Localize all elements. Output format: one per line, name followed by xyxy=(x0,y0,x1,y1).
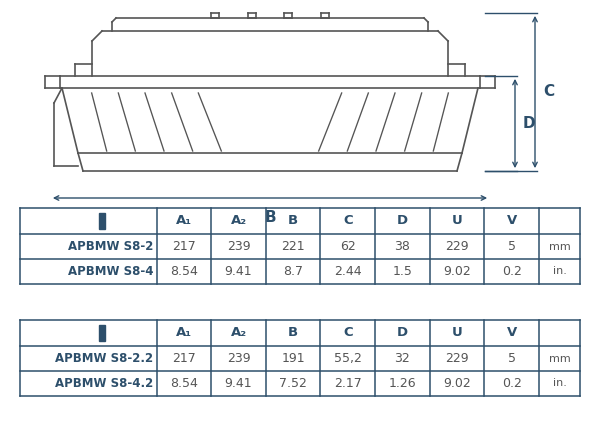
Text: D: D xyxy=(397,215,408,227)
Text: 7.52: 7.52 xyxy=(279,377,307,390)
Text: 239: 239 xyxy=(227,240,250,253)
Text: 9.41: 9.41 xyxy=(225,377,253,390)
Text: V: V xyxy=(506,326,517,339)
Text: 1.26: 1.26 xyxy=(389,377,416,390)
Text: 239: 239 xyxy=(227,352,250,365)
Text: 191: 191 xyxy=(281,352,305,365)
Text: 221: 221 xyxy=(281,240,305,253)
Text: APBMW S8-2.2: APBMW S8-2.2 xyxy=(55,352,154,365)
Text: in.: in. xyxy=(553,379,566,388)
Text: A₂: A₂ xyxy=(230,215,247,227)
Text: 217: 217 xyxy=(172,240,196,253)
Text: mm: mm xyxy=(548,354,571,363)
Text: C: C xyxy=(343,215,353,227)
Text: 9.41: 9.41 xyxy=(225,265,253,278)
Text: A₁: A₁ xyxy=(176,215,192,227)
Text: 32: 32 xyxy=(395,352,410,365)
Text: D: D xyxy=(397,326,408,339)
Text: 217: 217 xyxy=(172,352,196,365)
Text: A₁: A₁ xyxy=(176,326,192,339)
Text: B: B xyxy=(288,215,298,227)
Text: 62: 62 xyxy=(340,240,356,253)
Bar xyxy=(99,325,105,342)
Bar xyxy=(99,213,105,229)
Text: B: B xyxy=(288,326,298,339)
Text: U: U xyxy=(452,326,463,339)
Text: 2.44: 2.44 xyxy=(334,265,362,278)
Text: 5: 5 xyxy=(508,240,516,253)
Text: 5: 5 xyxy=(508,352,516,365)
Text: 0.2: 0.2 xyxy=(502,377,521,390)
Text: 9.02: 9.02 xyxy=(443,265,471,278)
Text: 38: 38 xyxy=(395,240,410,253)
Text: A₂: A₂ xyxy=(230,326,247,339)
Text: C: C xyxy=(543,84,554,99)
Text: 8.7: 8.7 xyxy=(283,265,303,278)
Text: APBMW S8-4: APBMW S8-4 xyxy=(68,265,154,278)
Text: 55,2: 55,2 xyxy=(334,352,362,365)
Text: D: D xyxy=(523,116,536,131)
Text: C: C xyxy=(343,326,353,339)
Text: 0.2: 0.2 xyxy=(502,265,521,278)
Text: 1.5: 1.5 xyxy=(392,265,412,278)
Text: V: V xyxy=(506,215,517,227)
Text: APBMW S8-2: APBMW S8-2 xyxy=(68,240,154,253)
Text: 229: 229 xyxy=(445,240,469,253)
Text: in.: in. xyxy=(553,267,566,277)
Text: 8.54: 8.54 xyxy=(170,265,198,278)
Text: 8.54: 8.54 xyxy=(170,377,198,390)
Text: 2.17: 2.17 xyxy=(334,377,362,390)
Text: 229: 229 xyxy=(445,352,469,365)
Text: mm: mm xyxy=(548,241,571,252)
Text: B: B xyxy=(264,210,276,225)
Text: U: U xyxy=(452,215,463,227)
Text: 9.02: 9.02 xyxy=(443,377,471,390)
Text: APBMW S8-4.2: APBMW S8-4.2 xyxy=(55,377,154,390)
